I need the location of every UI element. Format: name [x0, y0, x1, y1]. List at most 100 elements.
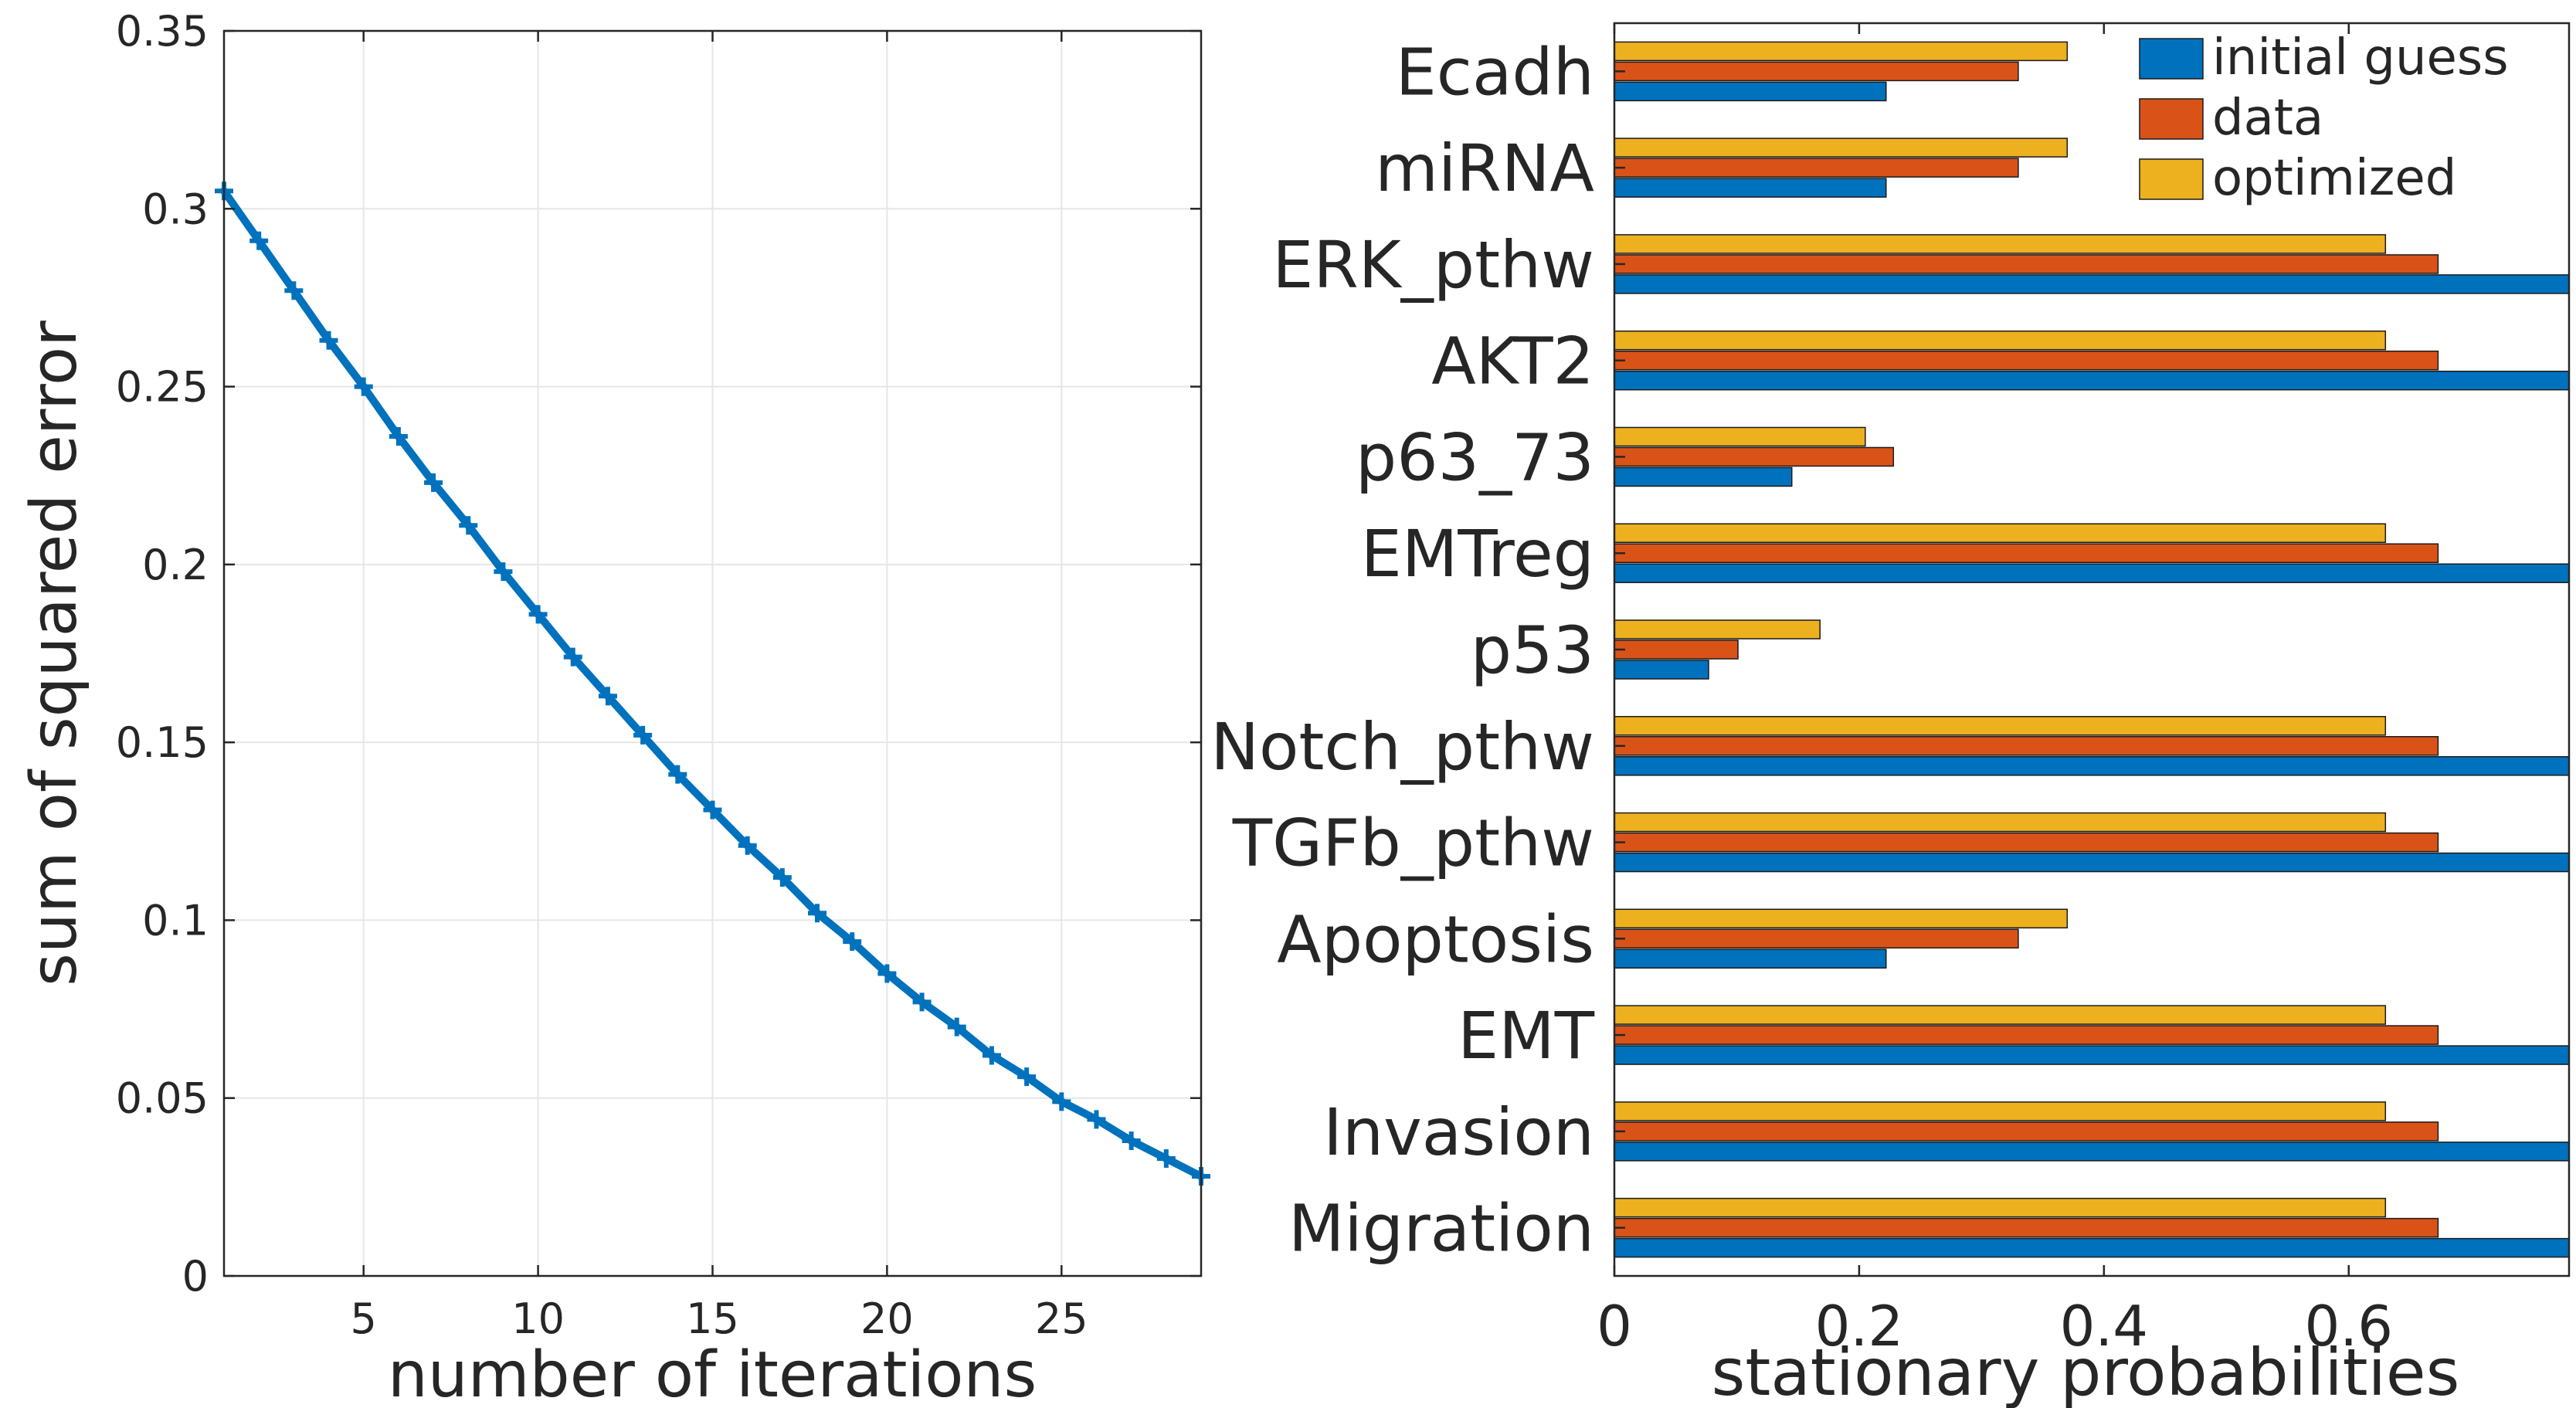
line-chart-x-axis-label: number of iterations [388, 1338, 1037, 1408]
sse-data-point [1052, 1092, 1071, 1111]
bar-initial-guess [1614, 370, 2570, 391]
bar-initial-guess [1614, 660, 1709, 680]
bar-data [1614, 446, 1895, 467]
sse-data-point [424, 473, 443, 492]
bar-chart-x-axis-label: stationary probabilities [1712, 1335, 2460, 1408]
line-chart-frame [222, 29, 1203, 1277]
sse-data-point [494, 562, 513, 582]
bar-optimized [1614, 1005, 2387, 1025]
sse-data-point [319, 331, 338, 350]
bar-chart-category-labels: Ecadh miRNA ERK_pthw AKT2 p63_73 EMTreg p53 Not… [1210, 34, 1594, 1266]
category-label: EMTreg [1361, 516, 1594, 592]
category-label: p53 [1471, 612, 1594, 688]
y-tick-label: 0.15 [116, 718, 209, 767]
bar-chart-plot-area [1614, 23, 2569, 1276]
bar-optimized [1614, 137, 2069, 158]
legend-swatch-optimized [2139, 158, 2204, 200]
bar-data [1614, 61, 2019, 82]
y-tick-label: 0.1 [142, 896, 209, 945]
category-label: Migration [1288, 1191, 1594, 1267]
bar-initial-guess [1614, 81, 1887, 102]
y-tick-label: 0.35 [116, 7, 209, 56]
category-label: miRNA [1375, 131, 1594, 206]
x-tick-label: 0.2 [1815, 1294, 1904, 1359]
bar-initial-guess [1614, 1045, 2570, 1065]
x-tick-label: 25 [1035, 1294, 1088, 1343]
category-label: ERK_pthw [1272, 227, 1594, 303]
line-chart-y-axis-label: sum of squared error [18, 321, 91, 986]
sse-data-point [982, 1046, 1001, 1065]
sse-data-point [354, 377, 373, 396]
sse-data-point [598, 687, 617, 706]
bar-initial-guess [1614, 563, 2570, 583]
bar-initial-guess [1614, 274, 2570, 294]
bar-chart-frame [1613, 22, 2571, 1277]
sse-data-point [668, 765, 687, 784]
sse-data-point [808, 904, 827, 923]
line-chart-x-tick-labels: 5 10 15 20 25 [351, 1294, 1088, 1343]
bar-initial-guess [1614, 756, 2570, 776]
sse-data-point [843, 932, 862, 952]
bar-data [1614, 640, 1739, 660]
category-label: AKT2 [1431, 324, 1594, 399]
x-tick-label: 20 [860, 1294, 914, 1343]
sse-data-point [1017, 1067, 1037, 1087]
x-tick-label: 15 [686, 1294, 739, 1343]
x-tick-label: 0.6 [2305, 1294, 2394, 1359]
sse-data-point [563, 647, 582, 667]
x-tick-label: 0 [1597, 1294, 1632, 1359]
bar-data [1614, 254, 2439, 274]
bar-optimized [1614, 1101, 2387, 1121]
bar-data [1614, 158, 2019, 178]
sse-data-point [947, 1017, 966, 1036]
y-tick-label: 0.2 [142, 541, 209, 589]
bar-optimized [1614, 330, 2387, 351]
legend-label: initial guess [2212, 29, 2509, 87]
bar-initial-guess [1614, 467, 1793, 487]
sse-data-point [459, 516, 478, 535]
y-tick-label: 0.3 [142, 185, 209, 233]
x-tick-label: 10 [511, 1294, 565, 1343]
x-tick-label: 5 [351, 1294, 377, 1343]
sse-data-point [912, 992, 932, 1012]
sse-data-point [772, 868, 792, 887]
bar-data [1614, 928, 2019, 949]
bar-initial-guess [1614, 178, 1887, 198]
bar-data [1614, 1217, 2439, 1238]
bar-initial-guess [1614, 948, 1887, 969]
category-label: Invasion [1323, 1094, 1594, 1170]
bar-data [1614, 350, 2439, 371]
sse-data-point [1087, 1110, 1106, 1129]
legend-swatch-initial-guess [2139, 38, 2204, 80]
x-tick-label: 0.4 [2060, 1294, 2149, 1359]
sse-data-point [389, 427, 408, 446]
sse-data-point [633, 725, 653, 745]
bar-data [1614, 832, 2439, 853]
bar-optimized [1614, 812, 2387, 833]
bar-initial-guess [1614, 1142, 2570, 1162]
sse-data-point [738, 836, 757, 855]
bar-optimized [1614, 234, 2387, 254]
sse-data-point [528, 605, 548, 624]
sse-data-point [249, 231, 269, 250]
bar-optimized [1614, 908, 2069, 929]
bar-data [1614, 543, 2439, 563]
category-label: Ecadh [1396, 34, 1594, 110]
category-label: EMT [1458, 998, 1595, 1074]
bar-optimized [1614, 1197, 2387, 1218]
bar-optimized [1614, 523, 2387, 543]
sse-data-point [284, 281, 304, 300]
bar-chart-x-tick-labels: 0 0.2 0.4 0.6 [1597, 1294, 2393, 1359]
sse-data-point [877, 964, 897, 983]
category-label: TGFb_pthw [1232, 806, 1594, 881]
category-label: Apoptosis [1277, 901, 1594, 977]
y-tick-label: 0.25 [116, 363, 209, 412]
bar-initial-guess [1614, 852, 2570, 873]
sse-data-point [703, 800, 722, 819]
bar-optimized [1614, 41, 2069, 62]
sse-data-point [1156, 1149, 1176, 1169]
y-tick-label: 0.05 [116, 1074, 209, 1123]
bar-optimized [1614, 426, 1866, 447]
